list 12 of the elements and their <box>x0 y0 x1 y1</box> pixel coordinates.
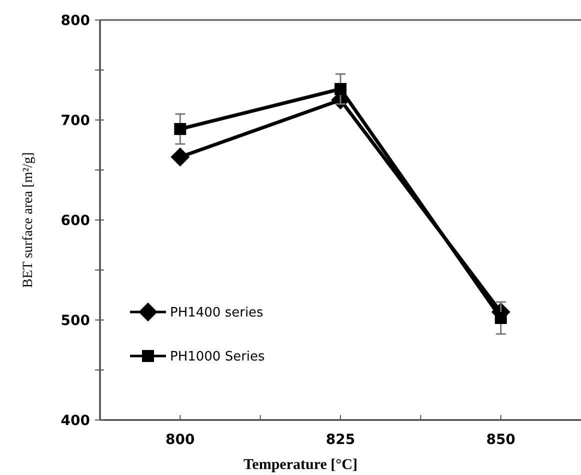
y-tick-label: 500 <box>60 312 90 329</box>
y-tick-label: 600 <box>60 212 90 229</box>
y-tick-label: 400 <box>60 412 90 429</box>
y-axis-title: BET surface area [m²/g] <box>21 152 36 288</box>
x-tick-label: 825 <box>326 432 356 448</box>
legend-label: PH1000 Series <box>170 350 266 365</box>
x-axis-title: Temperature [°C] <box>244 457 358 473</box>
y-tick-label: 700 <box>60 112 90 129</box>
y-tick-label: 800 <box>60 12 90 29</box>
legend-label: PH1400 series <box>170 306 264 321</box>
x-tick-label: 800 <box>166 432 196 448</box>
x-tick-label: 850 <box>486 432 516 448</box>
